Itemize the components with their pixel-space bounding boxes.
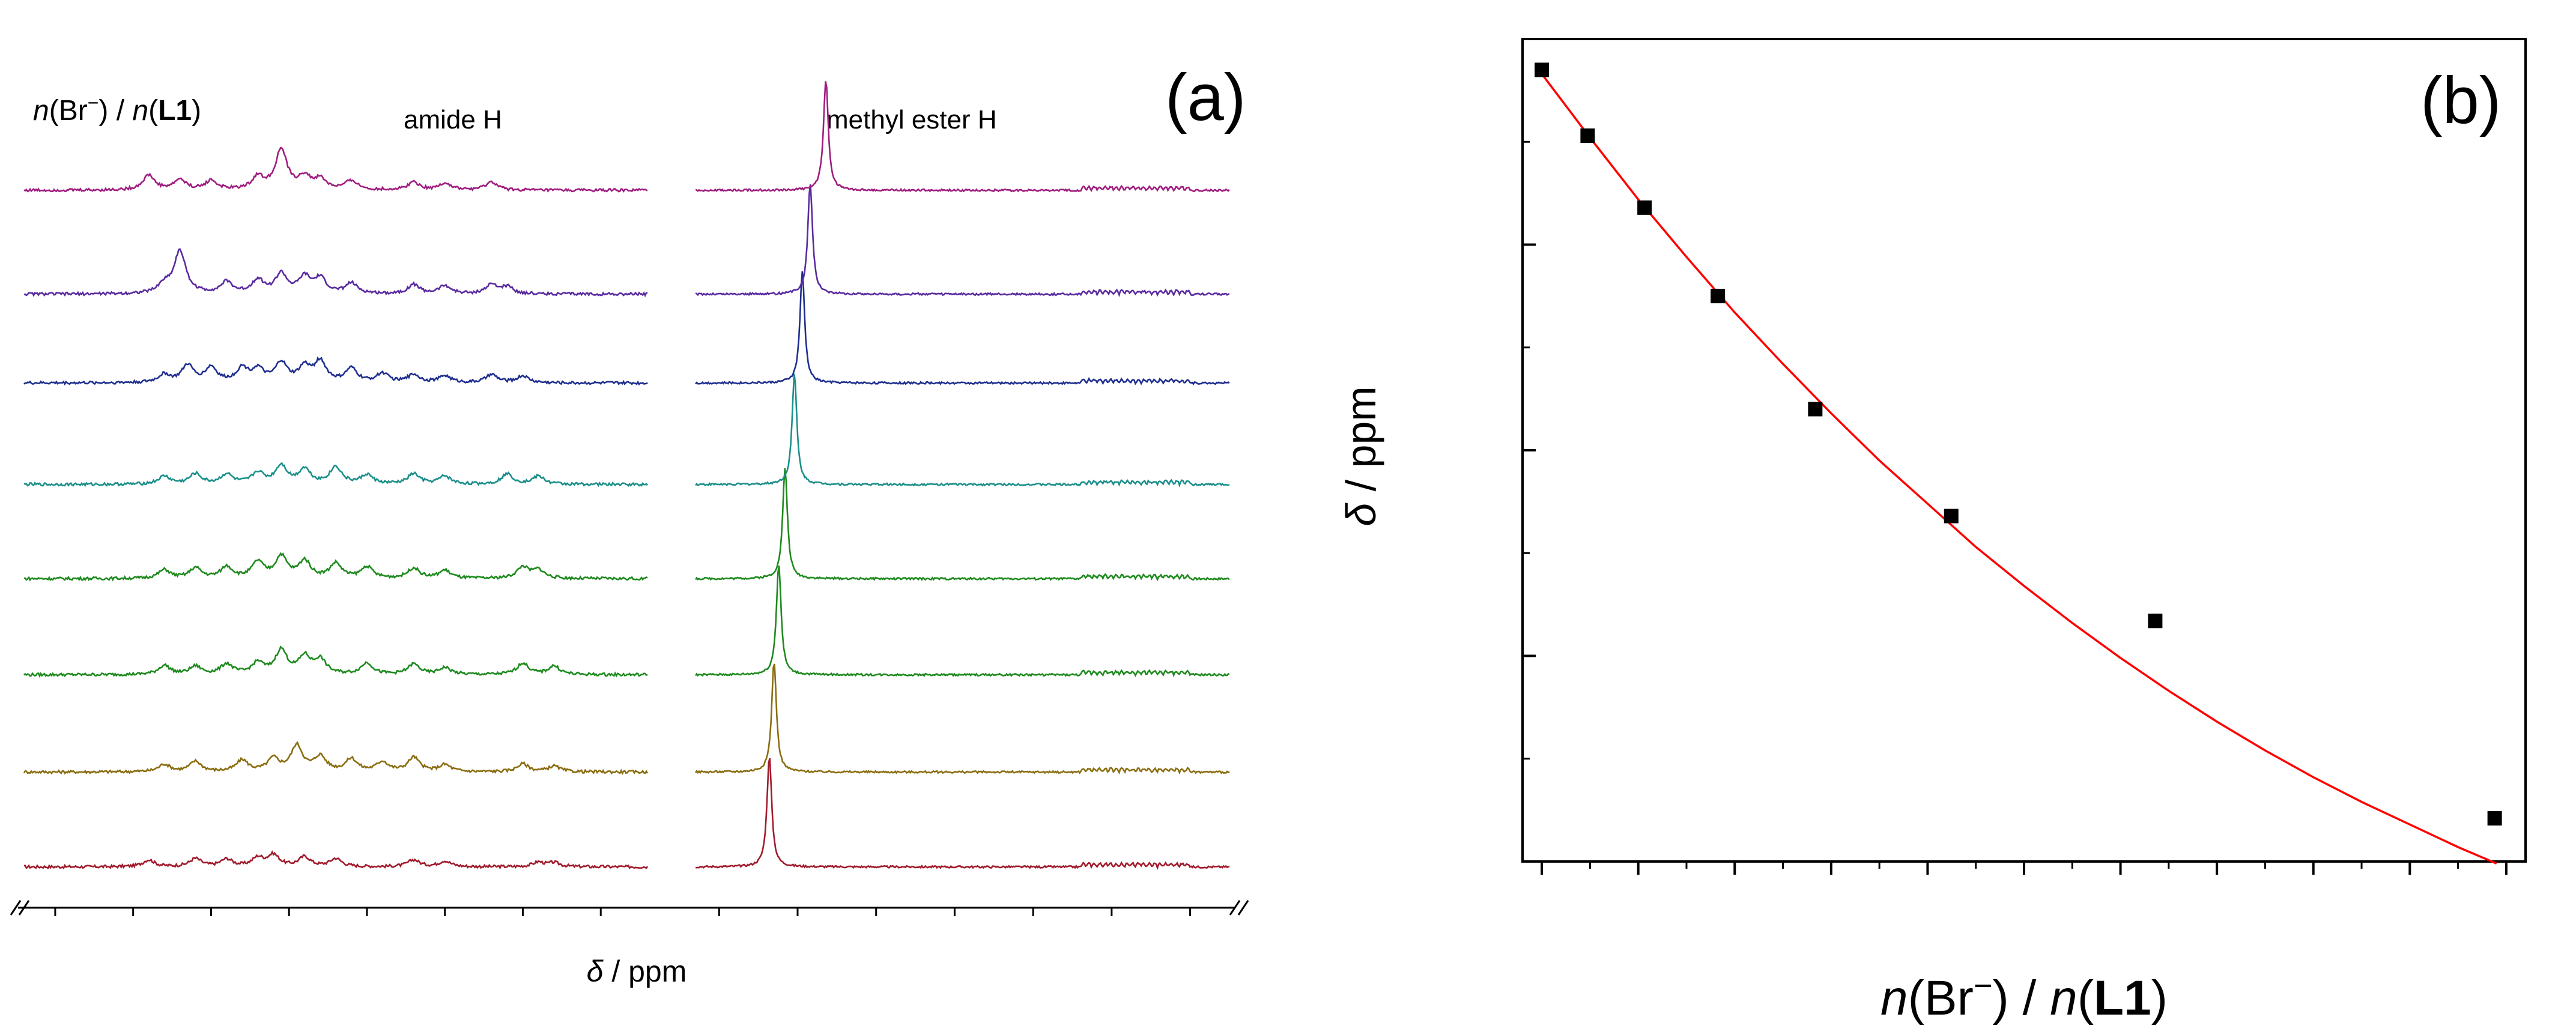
data-point-4 <box>1808 402 1823 417</box>
panel-b-y-axis-label: δ / ppm <box>1338 386 1384 526</box>
data-point-6 <box>2148 614 2163 629</box>
spectrum-amide-84-9 <box>23 356 648 386</box>
stack-ratio-header: n(Br−) / n(L1) <box>33 92 201 127</box>
spectra-group <box>23 81 1230 871</box>
spectrum-amide-0 <box>23 850 649 870</box>
spectrum-amide-197-6 <box>23 146 648 193</box>
spectrum-amide-21-3 <box>23 645 648 678</box>
panel-b-shift-vs-ratio: (b) δ / ppm n(Br−) / n(L1) <box>1338 38 2527 1025</box>
data-point-1 <box>1580 128 1595 143</box>
axis-break-left <box>10 900 1249 916</box>
spectrum-amide-9-5 <box>23 741 649 775</box>
spectrum-amide-56-7 <box>23 462 649 487</box>
data-point-3 <box>1711 289 1726 304</box>
spectrum-amide-36-5 <box>23 552 648 582</box>
panel-a-x-ticks <box>54 908 1192 916</box>
region-label-methyl-ester: methyl ester H <box>826 105 997 134</box>
panel-a-nmr-spectra: (a) n(Br−) / n(L1) amide H methyl ester … <box>10 61 1249 988</box>
spectrum-ester-84-9 <box>695 271 1230 385</box>
spectrum-ester-36-5 <box>695 468 1230 582</box>
spectrum-ester-9-5 <box>695 663 1230 775</box>
spectrum-ester-56-7 <box>695 373 1229 488</box>
data-point-5 <box>1944 508 1959 524</box>
fit-curve <box>1541 73 2497 865</box>
panel-a-x-axis-label: δ / ppm <box>587 955 687 988</box>
data-points <box>1535 62 2502 826</box>
region-label-amide: amide H <box>404 105 502 134</box>
panel-b-label: (b) <box>2420 64 2501 137</box>
panel-b-x-ticks <box>1541 861 2508 875</box>
data-point-2 <box>1637 200 1652 215</box>
spectrum-ester-0 <box>695 758 1230 871</box>
spectrum-ester-197-6 <box>695 81 1230 193</box>
spectrum-ester-127-2 <box>695 184 1230 297</box>
panel-a-label: (a) <box>1165 61 1246 134</box>
data-point-7 <box>2487 811 2502 826</box>
panel-b-x-axis-label: n(Br−) / n(L1) <box>1880 968 2168 1025</box>
spectrum-amide-127-2 <box>23 248 648 298</box>
data-point-0 <box>1535 62 1550 77</box>
panel-b-y-ticks <box>1523 38 1536 863</box>
spectrum-ester-21-3 <box>695 566 1230 678</box>
